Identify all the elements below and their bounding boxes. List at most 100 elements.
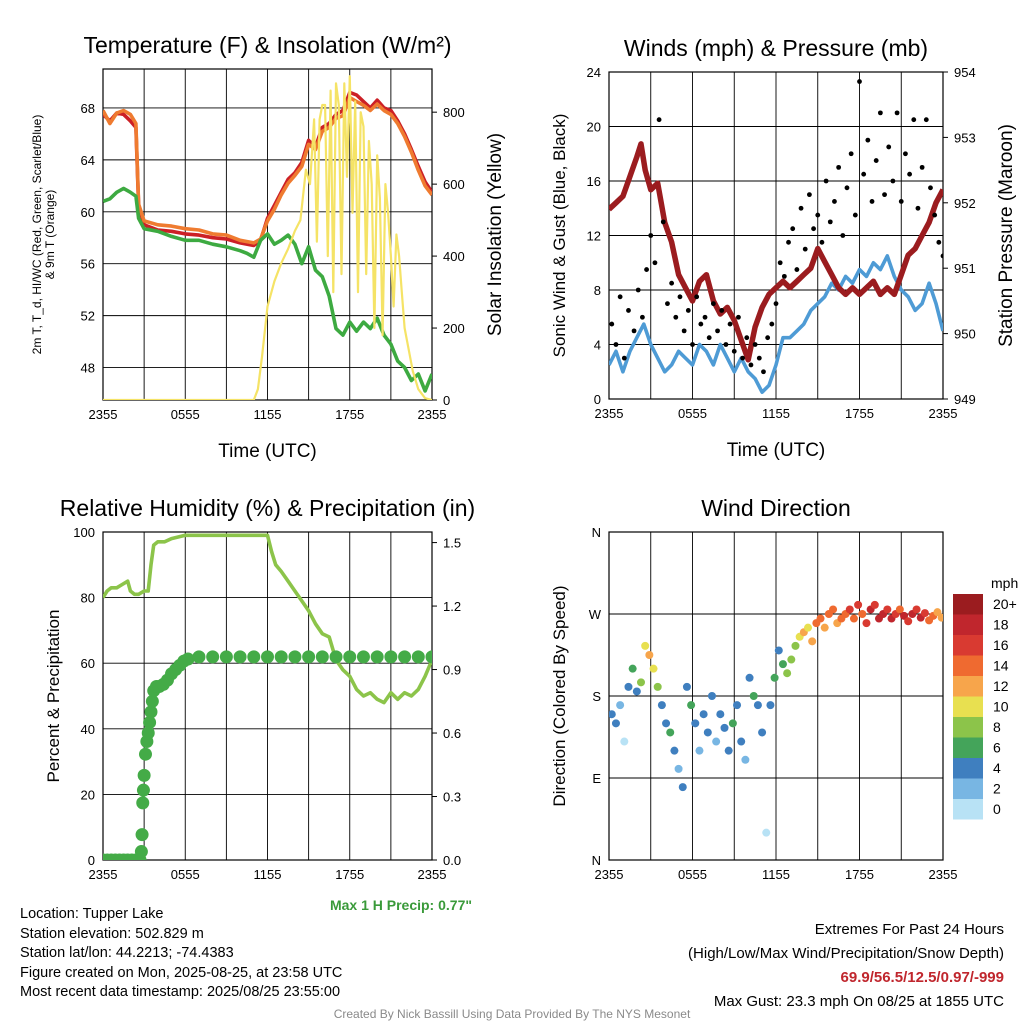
wind-direction-point bbox=[695, 746, 704, 755]
humidity-chart: Relative Humidity (%) & Precipitation (i… bbox=[44, 495, 475, 913]
winds-point bbox=[832, 199, 837, 204]
winds-point bbox=[932, 212, 938, 218]
humidity-y2-tick: 0.6 bbox=[443, 726, 461, 741]
legend-swatch bbox=[953, 737, 983, 758]
winds-x-tick: 1155 bbox=[762, 406, 790, 421]
wind-direction-point bbox=[733, 701, 742, 710]
winds-point bbox=[694, 294, 700, 300]
winds-point bbox=[748, 362, 754, 368]
winds-point bbox=[777, 260, 783, 266]
wind-direction-point bbox=[758, 728, 767, 737]
winds-point bbox=[903, 151, 908, 157]
wind-direction-x-tick: 2355 bbox=[929, 867, 958, 882]
winds-point bbox=[865, 137, 871, 143]
wind-direction-y-label: Direction (Colored By Speed) bbox=[550, 585, 569, 806]
wind-direction-point bbox=[858, 610, 867, 618]
temperature-line bbox=[103, 95, 432, 245]
humidity-annotation: Max 1 H Precip: 0.77" bbox=[330, 897, 472, 913]
humidity-point bbox=[274, 650, 288, 664]
legend-swatch bbox=[953, 758, 983, 779]
wind-direction-point bbox=[829, 605, 838, 614]
winds-point bbox=[790, 226, 796, 232]
winds-point bbox=[715, 328, 720, 334]
temperature-line bbox=[103, 186, 432, 393]
legend-label: 20+ bbox=[993, 596, 1017, 612]
temperature-x-tick: 1755 bbox=[335, 407, 364, 422]
temperature-y2-tick: 600 bbox=[443, 177, 465, 192]
humidity-x-tick: 2355 bbox=[89, 867, 118, 882]
station-location: Location: Tupper Lake bbox=[20, 906, 164, 922]
temperature-y-tick: 56 bbox=[81, 257, 95, 272]
winds-point bbox=[656, 117, 662, 123]
wind-direction-point bbox=[895, 605, 904, 614]
winds-point bbox=[761, 369, 766, 375]
winds-point bbox=[727, 321, 733, 327]
winds-point bbox=[719, 308, 725, 313]
winds-point bbox=[890, 178, 896, 184]
humidity-y-tick: 80 bbox=[81, 591, 95, 606]
legend-swatch bbox=[953, 614, 983, 635]
winds-point bbox=[882, 192, 887, 198]
temperature-y2-tick: 400 bbox=[443, 249, 465, 264]
humidity-y2-tick: 1.5 bbox=[443, 536, 461, 551]
winds-point bbox=[631, 328, 637, 334]
wind-direction-y-tick: S bbox=[592, 689, 601, 704]
legend-label: 12 bbox=[993, 678, 1009, 694]
wind-direction-point bbox=[653, 682, 662, 691]
wind-direction-point bbox=[703, 728, 712, 737]
winds-point bbox=[811, 226, 816, 232]
winds-y2-tick: 953 bbox=[954, 130, 976, 145]
humidity-point bbox=[356, 650, 370, 664]
figure-created: Figure created on Mon, 2025-08-25, at 23… bbox=[20, 964, 343, 981]
wind-direction-point bbox=[611, 719, 620, 728]
winds-point bbox=[690, 342, 695, 347]
wind-direction-point bbox=[699, 710, 708, 719]
wind-direction-y-tick: N bbox=[592, 525, 601, 540]
humidity-point bbox=[261, 650, 274, 664]
winds-point bbox=[836, 164, 842, 170]
winds-point bbox=[940, 253, 943, 259]
legend-swatch bbox=[953, 778, 983, 799]
winds-data bbox=[609, 79, 943, 394]
humidity-x-tick: 1155 bbox=[254, 867, 282, 882]
wind-direction-point bbox=[716, 710, 725, 719]
humidity-data bbox=[103, 533, 432, 860]
temperature-y-tick: 64 bbox=[81, 153, 95, 168]
winds-point bbox=[669, 280, 675, 286]
wind-direction-point bbox=[791, 641, 800, 650]
humidity-point bbox=[136, 796, 150, 810]
winds-point bbox=[740, 355, 745, 361]
winds-x-tick: 1755 bbox=[845, 406, 874, 421]
humidity-y-tick: 100 bbox=[73, 525, 95, 540]
legend-label: 10 bbox=[993, 699, 1009, 715]
winds-point bbox=[781, 273, 787, 279]
max-gust: Max Gust: 23.3 mph On 08/25 at 1855 UTC bbox=[713, 993, 1004, 1010]
winds-point bbox=[621, 355, 627, 361]
wind-direction-point bbox=[854, 600, 863, 609]
winds-point bbox=[765, 335, 771, 341]
wind-direction-point bbox=[753, 701, 762, 710]
humidity-point bbox=[247, 650, 261, 664]
wind-direction-y-tick: W bbox=[589, 607, 602, 622]
wind-direction-point bbox=[849, 614, 858, 623]
humidity-y2-tick: 0.9 bbox=[443, 663, 461, 678]
humidity-point bbox=[144, 705, 158, 719]
wind-direction-point bbox=[737, 737, 746, 746]
winds-x-label: Time (UTC) bbox=[727, 440, 826, 461]
temperature-x-tick: 2355 bbox=[418, 407, 447, 422]
temperature-x-tick: 1155 bbox=[254, 407, 282, 422]
winds-point bbox=[794, 267, 800, 272]
wind-direction-point bbox=[816, 614, 825, 623]
humidity-point bbox=[137, 768, 151, 782]
winds-point bbox=[873, 158, 879, 163]
humidity-y-tick: 0 bbox=[88, 853, 95, 868]
humidity-point bbox=[219, 650, 233, 664]
wind-direction-point bbox=[728, 719, 737, 728]
winds-y-tick: 0 bbox=[594, 392, 601, 407]
winds-y-tick: 24 bbox=[587, 65, 601, 80]
temperature-chart: Temperature (F) & Insolation (W/m²)2355 0… bbox=[30, 32, 506, 462]
temperature-y-label: & 9m T (Orange) bbox=[43, 190, 57, 280]
wind-direction-point bbox=[666, 728, 675, 737]
temperature-x-tick: 0555 bbox=[171, 407, 200, 422]
wind-direction-point bbox=[804, 623, 813, 632]
